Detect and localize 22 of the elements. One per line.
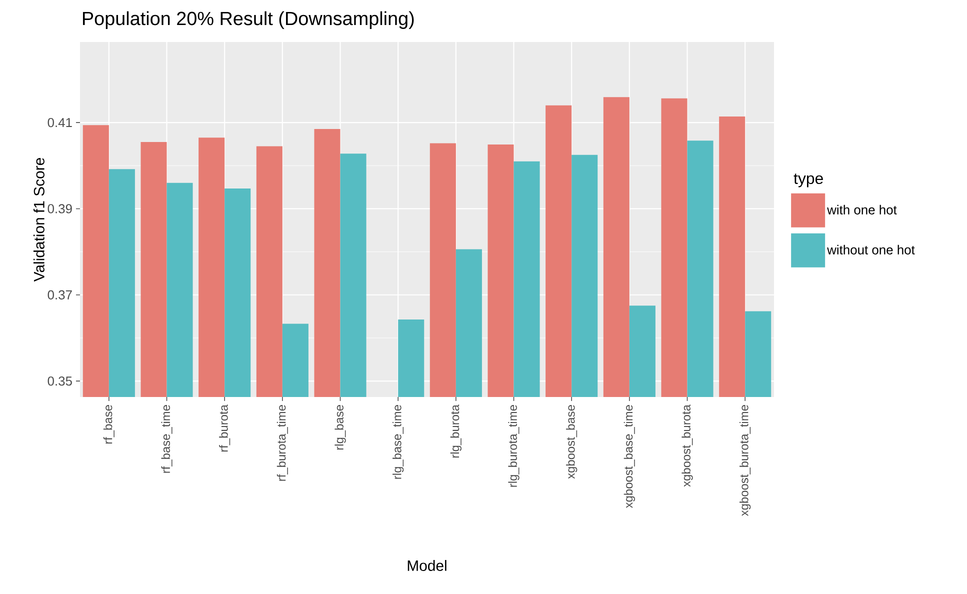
y-tick-label: 0.39 xyxy=(48,204,72,214)
x-tick-label: rf_base_time xyxy=(161,405,172,473)
x-tick-label: rf_burota_time xyxy=(276,405,288,481)
chart-title: Population 20% Result (Downsampling) xyxy=(82,11,414,29)
x-tick-label: xgboost_burota_time xyxy=(740,405,751,516)
x-tick-label: rf_burota xyxy=(219,404,230,452)
x-tick-label: rf_base xyxy=(103,405,114,444)
x-tick-label: xgboost_burota xyxy=(682,404,693,487)
text: without one hot xyxy=(827,244,915,254)
text: with one hot xyxy=(827,204,897,214)
x-tick-label: rlg_burota_time xyxy=(508,405,520,487)
y-tick-label: 0.41 xyxy=(48,118,72,128)
legend-title: type xyxy=(794,174,823,188)
x-tick-label: xgboost_base_time xyxy=(624,405,635,508)
y-tick-label: 0.35 xyxy=(48,376,72,386)
x-axis-title: Model xyxy=(408,560,446,571)
x-tick-label: rlg_base_time xyxy=(392,405,404,479)
x-tick-label: xgboost_base xyxy=(566,405,578,479)
y-axis-title: Validation f1 Score xyxy=(33,158,44,282)
x-tick-label: rlg_burota xyxy=(450,404,462,458)
x-tick-label: rlg_base xyxy=(334,405,346,450)
y-tick-label: 0.37 xyxy=(48,290,72,300)
